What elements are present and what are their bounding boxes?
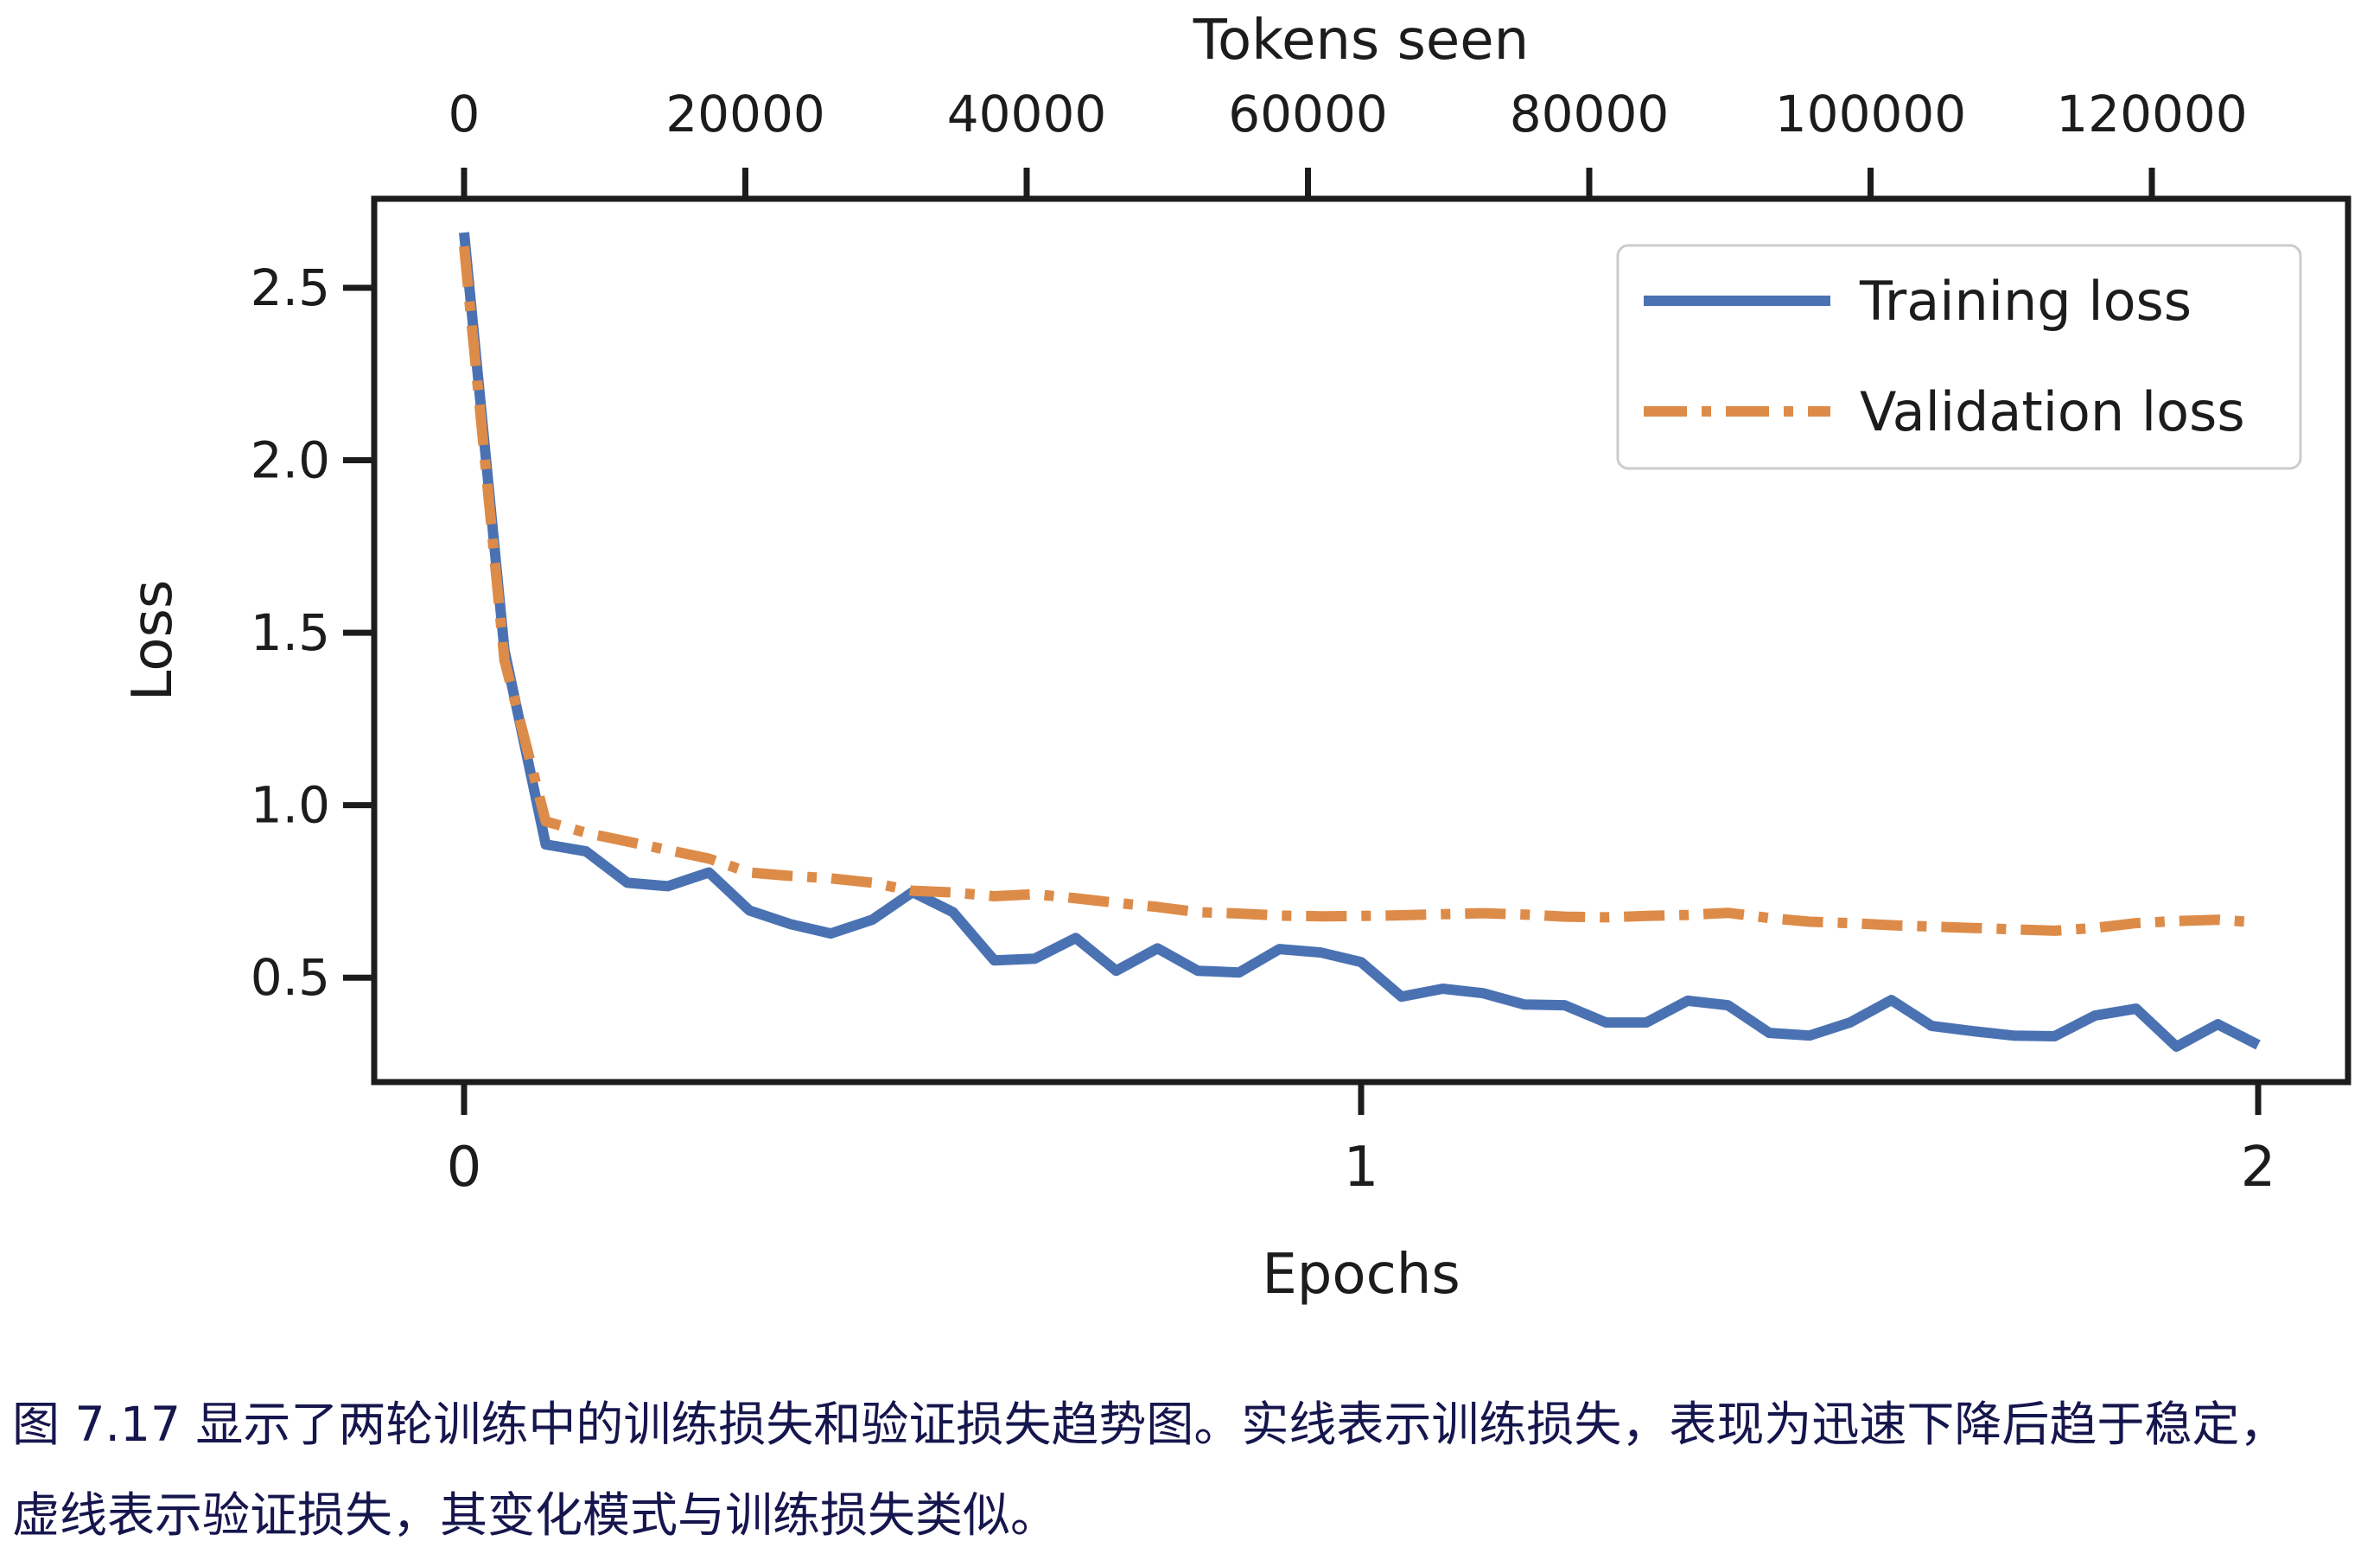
y-tick-label: 1.0: [251, 776, 330, 835]
x-bottom-tick-label: 2: [2241, 1136, 2276, 1200]
loss-chart-figure: Tokens seen 0 20000 40000 60000 80000 100000 12…: [121, 9, 2351, 1307]
x-top-axis: Tokens seen 0 20000 40000 60000 80000 100000 12…: [449, 9, 2248, 199]
validation-loss-line: [459, 245, 2259, 936]
x-top-tick-label: 20000: [665, 85, 825, 143]
x-top-axis-title: Tokens seen: [1193, 9, 1529, 73]
legend-training-label: Training loss: [1859, 270, 2192, 333]
y-tick-label: 1.5: [251, 603, 330, 662]
x-top-tick-label: 80000: [1510, 85, 1670, 143]
x-axis-title: Epochs: [1262, 1243, 1460, 1307]
figure-caption-line2: 虚线表示验证损失，其变化模式与训练损失类似。: [12, 1487, 1059, 1543]
x-top-tick-label: 0: [449, 85, 480, 143]
figure-caption: 图 7.17 显示了两轮训练中的训练损失和验证损失趋势图。实线表示训练损失，表现…: [12, 1379, 2371, 1560]
x-bottom-tick-label: 0: [447, 1136, 482, 1200]
x-top-tick-label: 60000: [1228, 85, 1388, 143]
x-top-tick-label: 100000: [1775, 85, 1966, 143]
x-top-tick-label: 120000: [2056, 85, 2247, 143]
legend: Training loss Validation loss: [1616, 244, 2302, 470]
figure-caption-line1: 图 7.17 显示了两轮训练中的训练损失和验证损失趋势图。实线表示训练损失，表现…: [12, 1397, 2288, 1452]
x-bottom-tick-label: 1: [1344, 1136, 1379, 1200]
y-axis-title: Loss: [121, 580, 185, 701]
y-tick-label: 2.0: [251, 431, 330, 490]
x-top-tick-label: 40000: [947, 85, 1107, 143]
y-tick-label: 2.5: [251, 258, 330, 317]
y-axis: 0.5 1.0 1.5 2.0 2.5 Loss: [121, 258, 374, 1007]
y-tick-label: 0.5: [251, 948, 330, 1007]
legend-validation-label: Validation loss: [1860, 380, 2245, 443]
training-loss-line: [459, 232, 2261, 1052]
x-bottom-axis: 0 1 2 Epochs: [447, 1082, 2276, 1307]
